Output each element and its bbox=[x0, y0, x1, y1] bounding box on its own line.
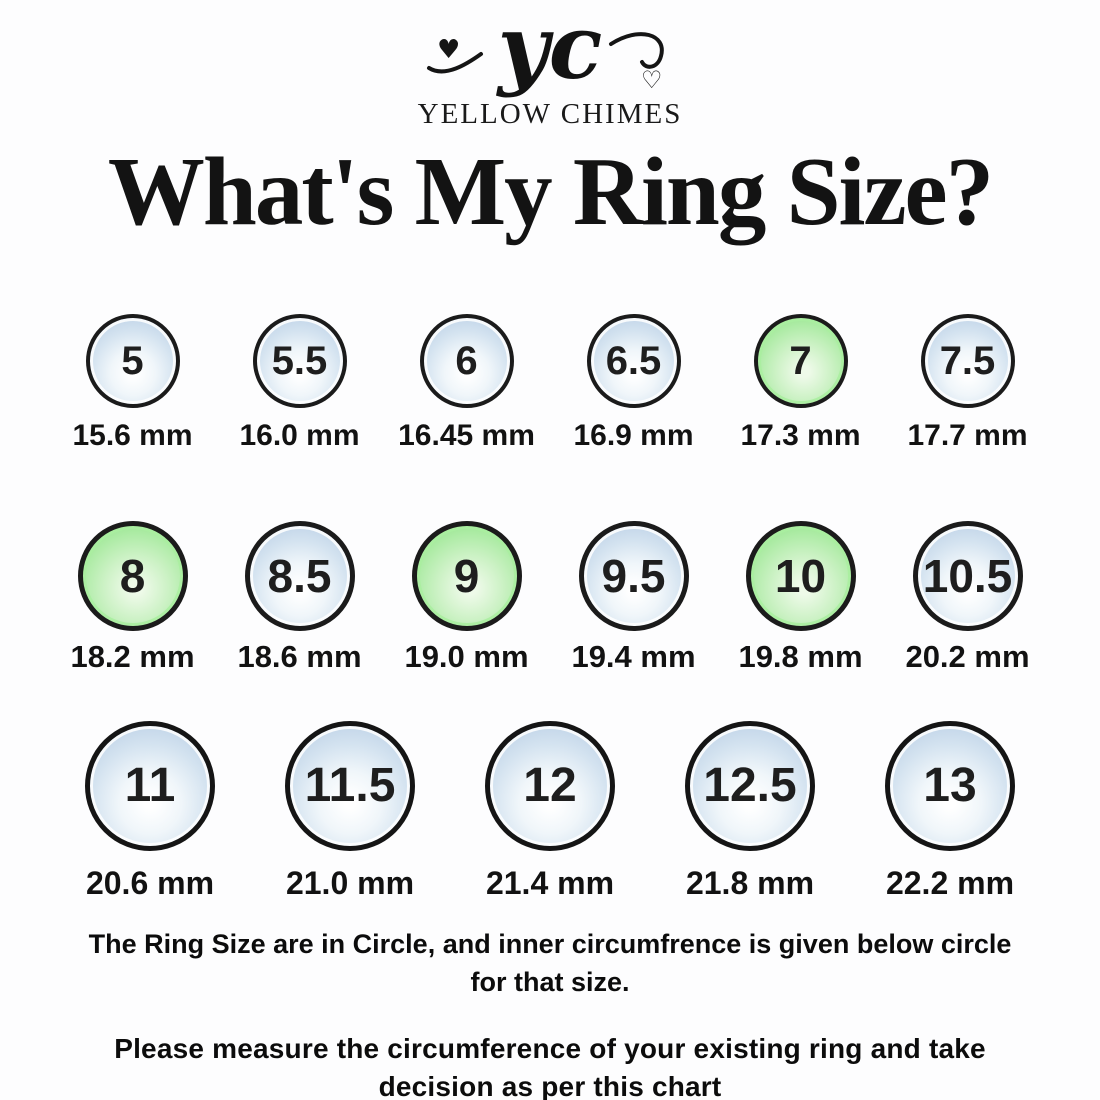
inner-circumference-label: 16.0 mm bbox=[239, 419, 360, 452]
inner-circumference-label: 15.6 mm bbox=[72, 419, 193, 452]
ring-size-number: 6.5 bbox=[605, 339, 662, 383]
ring-size-cell-7.5: 7.5 17.7 mm bbox=[884, 314, 1051, 451]
brand-logo: ♥ yc ♡ bbox=[415, 0, 685, 107]
ring-size-number: 10.5 bbox=[922, 550, 1013, 602]
ring-size-cell-12.5: 12.5 21.8 mm bbox=[650, 721, 850, 899]
ring-size-number: 13 bbox=[923, 759, 977, 812]
ring-size-cell-5: 5 15.6 mm bbox=[49, 314, 216, 451]
ring-size-circle-6.5: 6.5 bbox=[586, 314, 681, 408]
ring-size-circle-7: 7 bbox=[753, 314, 848, 408]
ring-size-circle-7.5: 7.5 bbox=[920, 314, 1015, 408]
ring-size-number: 7 bbox=[789, 339, 812, 383]
ring-size-circle-10: 10 bbox=[745, 521, 856, 631]
monogram-text: yc bbox=[496, 2, 603, 99]
inner-circumference-label: 21.0 mm bbox=[285, 865, 415, 901]
ring-size-circle-13: 13 bbox=[885, 721, 1015, 851]
ring-size-cell-6: 6 16.45 mm bbox=[383, 314, 550, 451]
ring-size-number: 5.5 bbox=[271, 339, 328, 383]
inner-circumference-label: 21.8 mm bbox=[685, 865, 815, 901]
inner-circumference-label: 16.9 mm bbox=[573, 419, 694, 452]
inner-circumference-label: 20.2 mm bbox=[905, 639, 1030, 674]
ring-size-number: 11 bbox=[124, 759, 176, 812]
ring-size-number: 12.5 bbox=[703, 759, 797, 812]
ring-size-circle-8: 8 bbox=[77, 521, 188, 631]
ring-size-circle-12: 12 bbox=[485, 721, 615, 851]
yc-monogram-graphic: ♥ yc ♡ bbox=[427, 0, 664, 99]
inner-circumference-label: 18.6 mm bbox=[237, 639, 362, 674]
ring-size-row-2: 8 18.2 mm 8.5 18.6 mm 9 19.0 mm 9.5 19.4 mm 10 19… bbox=[0, 521, 1100, 672]
ring-size-row-1: 5 15.6 mm 5.5 16.0 mm 6 16.45 mm 6.5 16.9 mm 7 17… bbox=[0, 314, 1100, 451]
inner-circumference-label: 22.2 mm bbox=[885, 865, 1015, 901]
page-title: What's My Ring Size? bbox=[107, 138, 994, 245]
inner-circumference-label: 19.8 mm bbox=[738, 639, 863, 674]
ring-size-circle-9: 9 bbox=[411, 521, 522, 631]
ring-size-cell-8: 8 18.2 mm bbox=[49, 521, 216, 672]
note-measure-instruction: Please measure the circumference of your… bbox=[114, 1033, 986, 1100]
ring-size-cell-9: 9 19.0 mm bbox=[383, 521, 550, 672]
ring-size-circle-12.5: 12.5 bbox=[685, 721, 815, 851]
ring-size-cell-11: 11 20.6 mm bbox=[50, 721, 250, 899]
ring-size-cell-7: 7 17.3 mm bbox=[717, 314, 884, 451]
ring-size-number: 8 bbox=[119, 550, 146, 602]
ring-size-circle-11: 11 bbox=[85, 721, 215, 851]
ring-size-cell-11.5: 11.5 21.0 mm bbox=[250, 721, 450, 899]
inner-circumference-label: 18.2 mm bbox=[70, 639, 195, 674]
ring-size-number: 9.5 bbox=[601, 550, 666, 602]
inner-circumference-label: 20.6 mm bbox=[85, 865, 215, 901]
ring-size-number: 11.5 bbox=[304, 759, 396, 812]
inner-circumference-label: 17.7 mm bbox=[907, 419, 1028, 452]
ring-size-number: 7.5 bbox=[939, 339, 996, 383]
left-swash bbox=[427, 52, 483, 74]
ring-size-circle-6: 6 bbox=[419, 314, 514, 408]
inner-circumference-label: 19.0 mm bbox=[404, 639, 529, 674]
inner-circumference-label: 19.4 mm bbox=[571, 639, 696, 674]
ring-size-circle-5: 5 bbox=[85, 314, 180, 408]
ring-size-circle-10.5: 10.5 bbox=[912, 521, 1023, 631]
ring-size-cell-6.5: 6.5 16.9 mm bbox=[550, 314, 717, 451]
right-swash bbox=[609, 32, 664, 69]
ring-size-cell-12: 12 21.4 mm bbox=[450, 721, 650, 899]
ring-size-cell-5.5: 5.5 16.0 mm bbox=[216, 314, 383, 451]
ring-size-number: 10 bbox=[774, 550, 827, 602]
ring-size-cell-10.5: 10.5 20.2 mm bbox=[884, 521, 1051, 672]
ring-size-cell-10: 10 19.8 mm bbox=[717, 521, 884, 672]
ring-size-number: 8.5 bbox=[267, 550, 332, 602]
ring-size-cell-8.5: 8.5 18.6 mm bbox=[216, 521, 383, 672]
ring-size-circle-9.5: 9.5 bbox=[578, 521, 689, 631]
inner-circumference-label: 21.4 mm bbox=[485, 865, 615, 901]
note-circumference-explanation: The Ring Size are in Circle, and inner c… bbox=[88, 929, 1012, 997]
ring-size-number: 9 bbox=[453, 550, 480, 602]
brand-name: YELLOW CHIMES bbox=[417, 98, 683, 130]
ring-size-number: 5 bbox=[121, 339, 144, 383]
inner-circumference-label: 17.3 mm bbox=[740, 419, 861, 452]
ring-size-row-3: 11 20.6 mm 11.5 21.0 mm 12 21.4 mm 12.5 21.8 mm… bbox=[0, 721, 1100, 899]
ring-size-circle-11.5: 11.5 bbox=[285, 721, 415, 851]
left-heart-icon: ♥ bbox=[437, 35, 460, 65]
ring-size-cell-13: 13 22.2 mm bbox=[850, 721, 1050, 899]
ring-size-number: 12 bbox=[523, 759, 577, 812]
ring-size-cell-9.5: 9.5 19.4 mm bbox=[550, 521, 717, 672]
right-heart-icon: ♡ bbox=[641, 66, 663, 94]
ring-size-circle-5.5: 5.5 bbox=[252, 314, 347, 408]
ring-size-number: 6 bbox=[455, 339, 478, 383]
ring-size-circle-8.5: 8.5 bbox=[244, 521, 355, 631]
inner-circumference-label: 16.45 mm bbox=[398, 419, 535, 452]
